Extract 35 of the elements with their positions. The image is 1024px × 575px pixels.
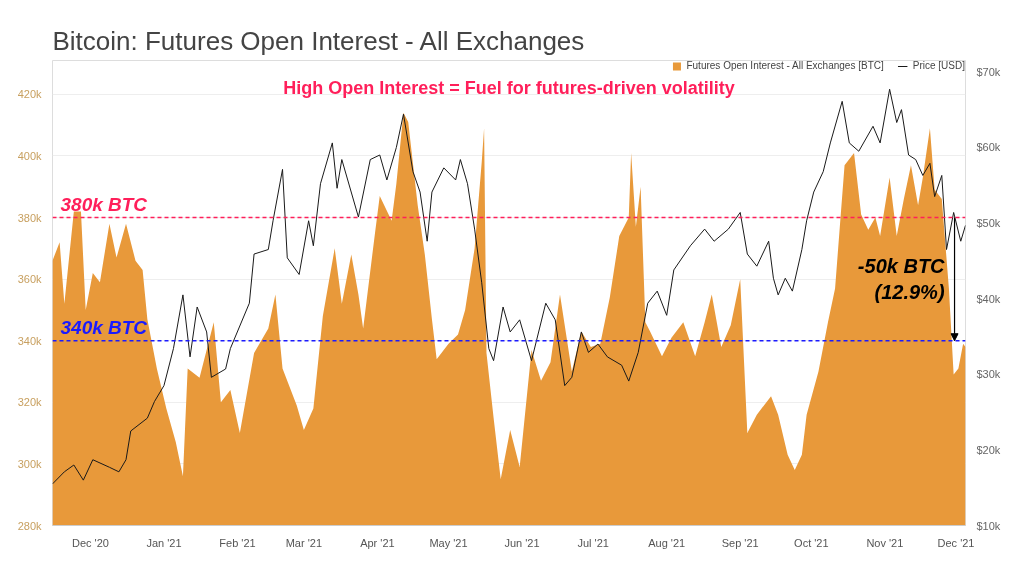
y-tick-label: 320k xyxy=(17,396,42,409)
x-tick-label: Oct '21 xyxy=(794,536,829,549)
x-tick-label: Sep '21 xyxy=(721,536,759,549)
y2-tick-label: $40k xyxy=(976,292,1001,305)
y2-tick-label: $20k xyxy=(976,443,1001,456)
y2-tick-label: $50k xyxy=(976,217,1001,230)
x-tick-label: Dec '21 xyxy=(937,536,975,549)
legend-label: Price [USD] xyxy=(912,60,965,71)
x-tick-label: Mar '21 xyxy=(285,536,323,549)
annotation: -50k BTC (12.9%) xyxy=(857,254,946,304)
legend-label: Futures Open Interest - All Exchanges [BTC] xyxy=(686,60,884,71)
y2-tick-label: $60k xyxy=(976,141,1001,154)
x-tick-label: Dec '20 xyxy=(71,536,109,549)
y2-tick-label: $10k xyxy=(976,519,1001,532)
y-tick-label: 360k xyxy=(17,273,42,286)
y-tick-label: 340k xyxy=(17,334,42,347)
x-tick-label: May '21 xyxy=(429,536,468,549)
y2-tick-label: $70k xyxy=(976,65,1001,78)
ref-line-label: 380k BTC xyxy=(60,193,148,215)
y-tick-label: 380k xyxy=(17,211,42,224)
x-tick-label: Jan '21 xyxy=(146,536,182,549)
x-tick-label: Apr '21 xyxy=(360,536,395,549)
y2-tick-label: $30k xyxy=(976,368,1001,381)
x-tick-label: Aug '21 xyxy=(648,536,686,549)
y-tick-label: 280k xyxy=(17,519,42,532)
annotation: High Open Interest = Fuel for futures-driven volatility xyxy=(283,77,735,98)
x-tick-label: Feb '21 xyxy=(219,536,256,549)
x-tick-label: Jun '21 xyxy=(504,536,540,549)
x-tick-label: Jul '21 xyxy=(577,536,609,549)
y-tick-label: 420k xyxy=(17,88,42,101)
y-tick-label: 400k xyxy=(17,149,42,162)
ref-line-label: 340k BTC xyxy=(60,316,148,338)
y-tick-label: 300k xyxy=(17,457,42,470)
x-tick-label: Nov '21 xyxy=(866,536,904,549)
chart-title: Bitcoin: Futures Open Interest - All Exchanges xyxy=(52,25,585,56)
